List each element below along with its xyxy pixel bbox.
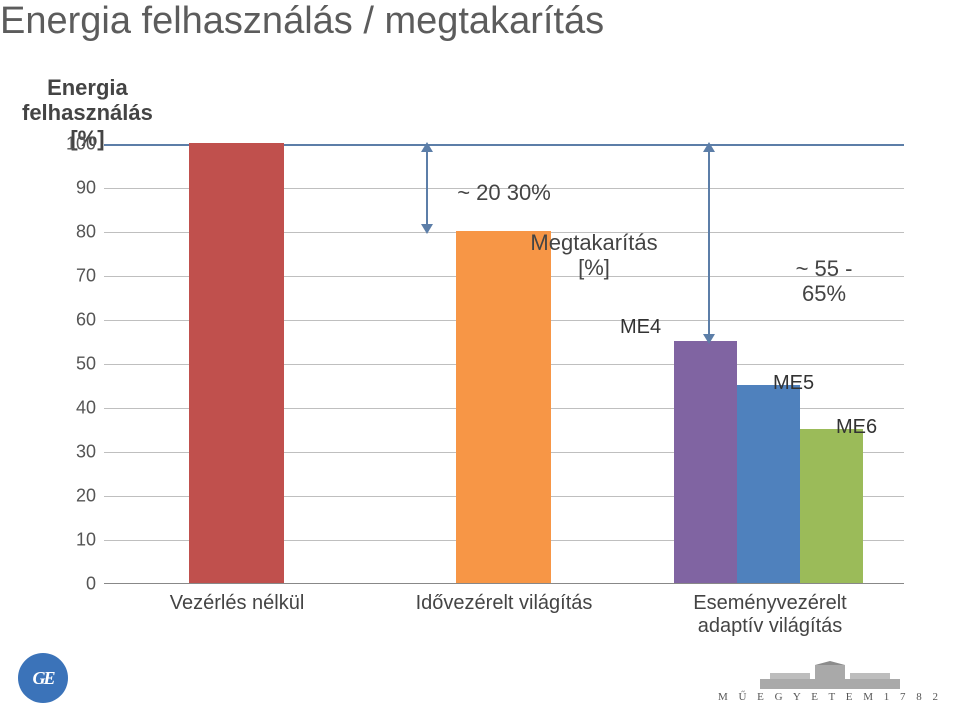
bar [189,143,284,583]
annotation: Megtakarítás[%] [514,230,674,281]
y-tick-label: 30 [56,442,96,463]
x-category-label: Vezérlés nélkül [127,592,347,615]
slide: Energia felhasználás / megtakarítás Ener… [0,0,960,713]
annotation: ~ 20 30% [424,180,584,205]
plot-area: ME4 ME5 ME6 ~ 20 30% Megtakarítás[%] ~ 55 -65… [104,144,904,584]
x-category-label: Eseményvezéreltadaptív világítás [660,592,880,638]
bar [737,385,800,583]
annotation: ~ 55 -65% [744,256,904,307]
x-category-label: Idővezérelt világítás [394,592,614,615]
bar [674,341,737,583]
slide-title: Energia felhasználás / megtakarítás [0,0,604,43]
arrow-cap-down [421,224,433,234]
arrow-cap-down [703,334,715,344]
yaxis-line2: felhasználás [22,100,153,125]
bar [800,429,863,583]
bar [456,231,551,583]
arrow-line [708,144,710,342]
y-tick-label: 100 [56,134,96,155]
arrow-cap-up [421,142,433,152]
bme-text: M Ű E G Y E T E M 1 7 8 2 [718,691,942,703]
bar-label: ME5 [773,372,814,395]
arrow-cap-up [703,142,715,152]
y-tick-label: 0 [56,574,96,595]
y-tick-label: 10 [56,530,96,551]
y-tick-label: 60 [56,310,96,331]
bme-logo: M Ű E G Y E T E M 1 7 8 2 [718,661,942,703]
yaxis-line1: Energia [47,75,128,100]
ge-logo: GE [18,653,68,703]
ge-monogram: GE [32,668,53,689]
y-tick-label: 80 [56,222,96,243]
y-tick-label: 90 [56,178,96,199]
bar-label: ME6 [836,416,877,439]
y-tick-label: 20 [56,486,96,507]
bar-label: ME4 [620,316,661,339]
bme-building-icon [760,661,900,689]
y-tick-label: 40 [56,398,96,419]
arrow-line [426,144,428,232]
y-tick-label: 50 [56,354,96,375]
chart: ME4 ME5 ME6 ~ 20 30% Megtakarítás[%] ~ 55 -65… [56,144,904,622]
y-tick-label: 70 [56,266,96,287]
